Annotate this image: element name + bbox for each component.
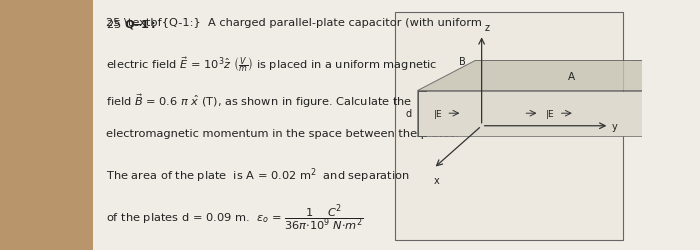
Text: z: z xyxy=(484,23,489,33)
Text: field $\vec{B}$ = 0.6 $\pi$ $\hat{x}$ (T), as shown in figure. Calculate the: field $\vec{B}$ = 0.6 $\pi$ $\hat{x}$ (T… xyxy=(106,92,412,109)
Text: y: y xyxy=(611,121,617,131)
Text: electric field $\vec{E}$ = 10$^3$$\hat{z}$ $\left(\frac{V}{m}\right)$ is placed : electric field $\vec{E}$ = 10$^3$$\hat{z… xyxy=(106,54,438,73)
Text: of the plates d = 0.09 m.  $\varepsilon_o$ = $\dfrac{1\ \ \ \ C^2}{36\pi{\cdot}1: of the plates d = 0.09 m. $\varepsilon_o… xyxy=(106,202,364,232)
Bar xyxy=(417,91,642,136)
Text: 25 \textbf{Q-1:}  A charged parallel-plate capacitor (with uniform: 25 \textbf{Q-1:} A charged parallel-plat… xyxy=(106,18,482,28)
Text: electromagnetic momentum in the space between the plates.: electromagnetic momentum in the space be… xyxy=(106,128,459,138)
Polygon shape xyxy=(417,106,700,136)
Bar xyxy=(0,0,93,250)
Text: |E: |E xyxy=(546,109,554,118)
Text: A: A xyxy=(568,71,575,81)
Text: B: B xyxy=(458,56,466,66)
Text: x: x xyxy=(434,175,440,185)
Text: |E: |E xyxy=(433,109,442,118)
Text: d: d xyxy=(405,109,412,119)
Bar xyxy=(395,12,623,240)
Polygon shape xyxy=(417,61,700,91)
Text: 25 $\mathbf{Q\!\!-\!\!1:}$: 25 $\mathbf{Q\!\!-\!\!1:}$ xyxy=(106,18,156,30)
Text: The area of the plate  is A = 0.02 m$^2$  and separation: The area of the plate is A = 0.02 m$^2$ … xyxy=(106,166,409,184)
